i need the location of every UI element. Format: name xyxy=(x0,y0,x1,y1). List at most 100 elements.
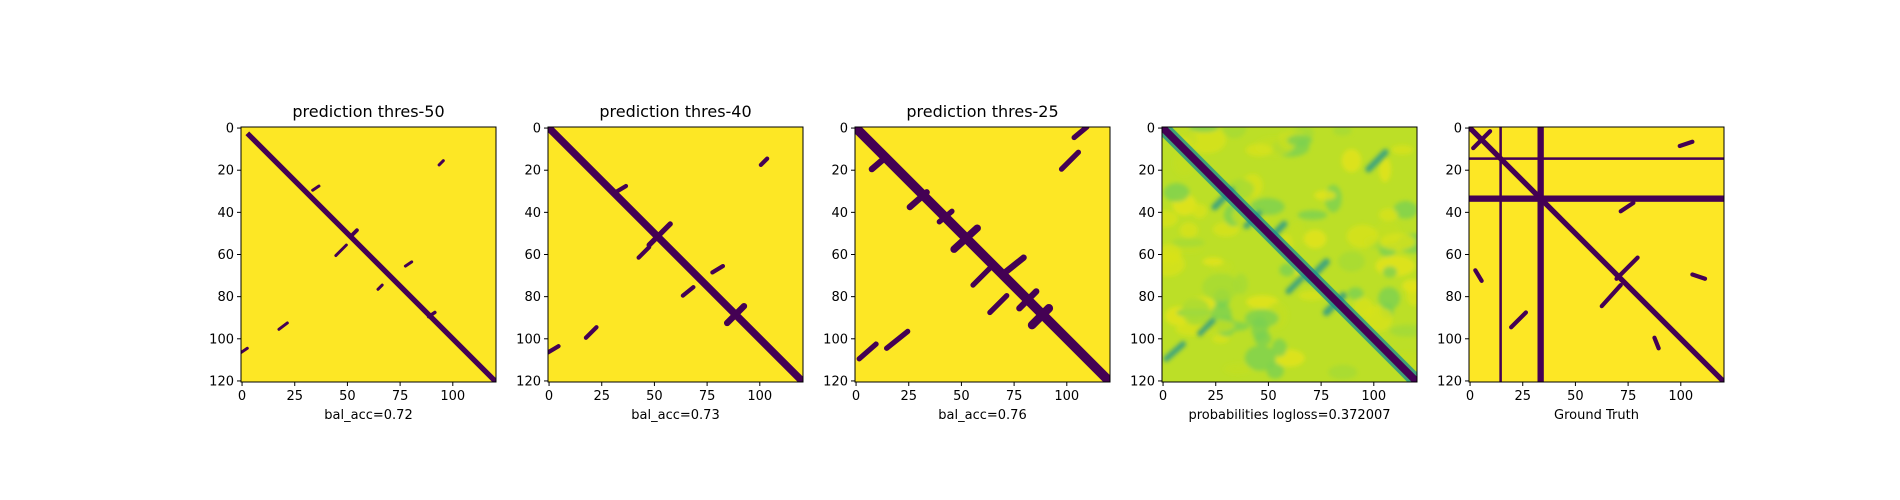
panel-title: prediction thres-50 xyxy=(292,102,444,121)
contact-segment xyxy=(277,321,289,331)
contact-segment xyxy=(1690,272,1708,281)
y-tick-label: 0 xyxy=(533,122,541,137)
contact-segment xyxy=(548,344,561,355)
y-tick-label: 100 xyxy=(1130,332,1155,347)
panel-title: prediction thres-40 xyxy=(599,102,751,121)
contact-segment xyxy=(1473,268,1484,283)
contact-segment xyxy=(636,245,652,260)
probability-streak xyxy=(1196,317,1216,337)
y-tick-label: 40 xyxy=(1445,206,1462,221)
y-tick-label: 0 xyxy=(1454,122,1462,137)
diagonal-band xyxy=(855,127,1110,382)
x-axis-label: Ground Truth xyxy=(1554,408,1639,423)
y-tick-label: 120 xyxy=(209,374,234,389)
heatmap-cells xyxy=(241,131,496,382)
contact-segment xyxy=(758,156,770,168)
heatmap-cells xyxy=(855,127,1110,382)
contact-row xyxy=(1469,157,1724,160)
y-tick-label: 40 xyxy=(217,206,234,221)
y-tick-label: 60 xyxy=(524,248,541,263)
contact-segment xyxy=(680,285,696,298)
y-tick-label: 0 xyxy=(840,122,848,137)
contact-segment xyxy=(883,328,911,351)
contact-segment xyxy=(348,228,359,239)
diagonal-band xyxy=(1162,127,1417,382)
x-tick-label: 25 xyxy=(593,389,610,404)
contact-segment xyxy=(613,183,629,195)
y-tick-label: 100 xyxy=(209,332,234,347)
x-tick-label: 0 xyxy=(852,389,860,404)
x-tick-label: 75 xyxy=(1620,389,1637,404)
x-tick-label: 0 xyxy=(545,389,553,404)
contact-segment xyxy=(1614,255,1640,281)
panel-title: prediction thres-25 xyxy=(906,102,1058,121)
x-tick-label: 50 xyxy=(1260,389,1277,404)
x-tick-label: 75 xyxy=(392,389,409,404)
y-tick-label: 120 xyxy=(823,374,848,389)
y-tick-label: 20 xyxy=(217,164,234,179)
x-axis-label: bal_acc=0.73 xyxy=(631,408,719,423)
x-tick-label: 0 xyxy=(238,389,246,404)
contact-segment xyxy=(376,283,384,291)
y-tick-label: 100 xyxy=(1437,332,1462,347)
y-tick-label: 100 xyxy=(516,332,541,347)
y-tick-label: 80 xyxy=(1445,290,1462,305)
y-tick-label: 20 xyxy=(524,164,541,179)
y-tick-label: 20 xyxy=(831,164,848,179)
y-tick-label: 20 xyxy=(1445,164,1462,179)
x-tick-label: 100 xyxy=(1668,389,1693,404)
x-tick-label: 50 xyxy=(953,389,970,404)
x-tick-label: 0 xyxy=(1466,389,1474,404)
x-axis-label: probabilities logloss=0.372007 xyxy=(1188,408,1390,423)
x-tick-label: 25 xyxy=(900,389,917,404)
contact-segment xyxy=(1618,200,1636,214)
heatmap-cells xyxy=(548,127,803,382)
contact-segment xyxy=(1071,127,1090,141)
y-tick-label: 20 xyxy=(1138,164,1155,179)
x-tick-label: 50 xyxy=(646,389,663,404)
contact-segment xyxy=(1652,335,1661,351)
y-tick-label: 40 xyxy=(524,206,541,221)
x-tick-label: 75 xyxy=(1006,389,1023,404)
contact-row xyxy=(1469,195,1724,202)
contact-segment xyxy=(1471,129,1493,151)
y-tick-label: 120 xyxy=(1437,374,1462,389)
contact-segment xyxy=(583,325,599,340)
y-tick-label: 80 xyxy=(217,290,234,305)
y-tick-label: 0 xyxy=(226,122,234,137)
contact-segment xyxy=(868,153,890,173)
y-tick-label: 80 xyxy=(524,290,541,305)
contact-segment xyxy=(403,260,414,268)
y-tick-label: 100 xyxy=(823,332,848,347)
contact-segment xyxy=(646,221,673,248)
contact-segment xyxy=(987,292,1010,316)
y-tick-label: 60 xyxy=(1138,248,1155,263)
probability-streak xyxy=(1285,271,1309,295)
y-tick-label: 40 xyxy=(831,206,848,221)
y-tick-label: 60 xyxy=(831,248,848,263)
y-tick-label: 40 xyxy=(1138,206,1155,221)
contact-segment xyxy=(1677,139,1695,149)
contact-segment xyxy=(311,184,321,192)
contact-segment xyxy=(1027,304,1054,330)
x-tick-label: 100 xyxy=(1054,389,1079,404)
contact-segment xyxy=(1058,149,1082,172)
heatmap-cells xyxy=(1469,127,1724,382)
diagonal-band xyxy=(245,131,496,382)
heatmap-panel-5: 0 25 50 75 100 0 20 40 60 80 100 120 Ground Truth xyxy=(1437,122,1725,423)
probability-streak xyxy=(1163,341,1187,362)
contact-segment xyxy=(906,189,930,211)
contact-segment xyxy=(999,254,1027,278)
heatmap-panel-3: 0 25 50 75 100 0 20 40 60 80 100 120 prediction thre… xyxy=(823,102,1111,423)
contact-segment xyxy=(723,302,748,327)
heatmap-panel-4: 0 25 50 75 100 0 20 40 60 80 100 120 probabilities l… xyxy=(1130,122,1418,423)
x-tick-label: 100 xyxy=(747,389,772,404)
y-tick-label: 120 xyxy=(516,374,541,389)
heatmap-panel-1: 0 25 50 75 100 0 20 40 60 80 100 120 prediction thre… xyxy=(209,102,497,423)
x-tick-label: 75 xyxy=(699,389,716,404)
contact-column xyxy=(1499,127,1502,382)
contact-segment xyxy=(241,346,249,354)
x-tick-label: 25 xyxy=(286,389,303,404)
heatmap-cells xyxy=(1162,127,1417,382)
